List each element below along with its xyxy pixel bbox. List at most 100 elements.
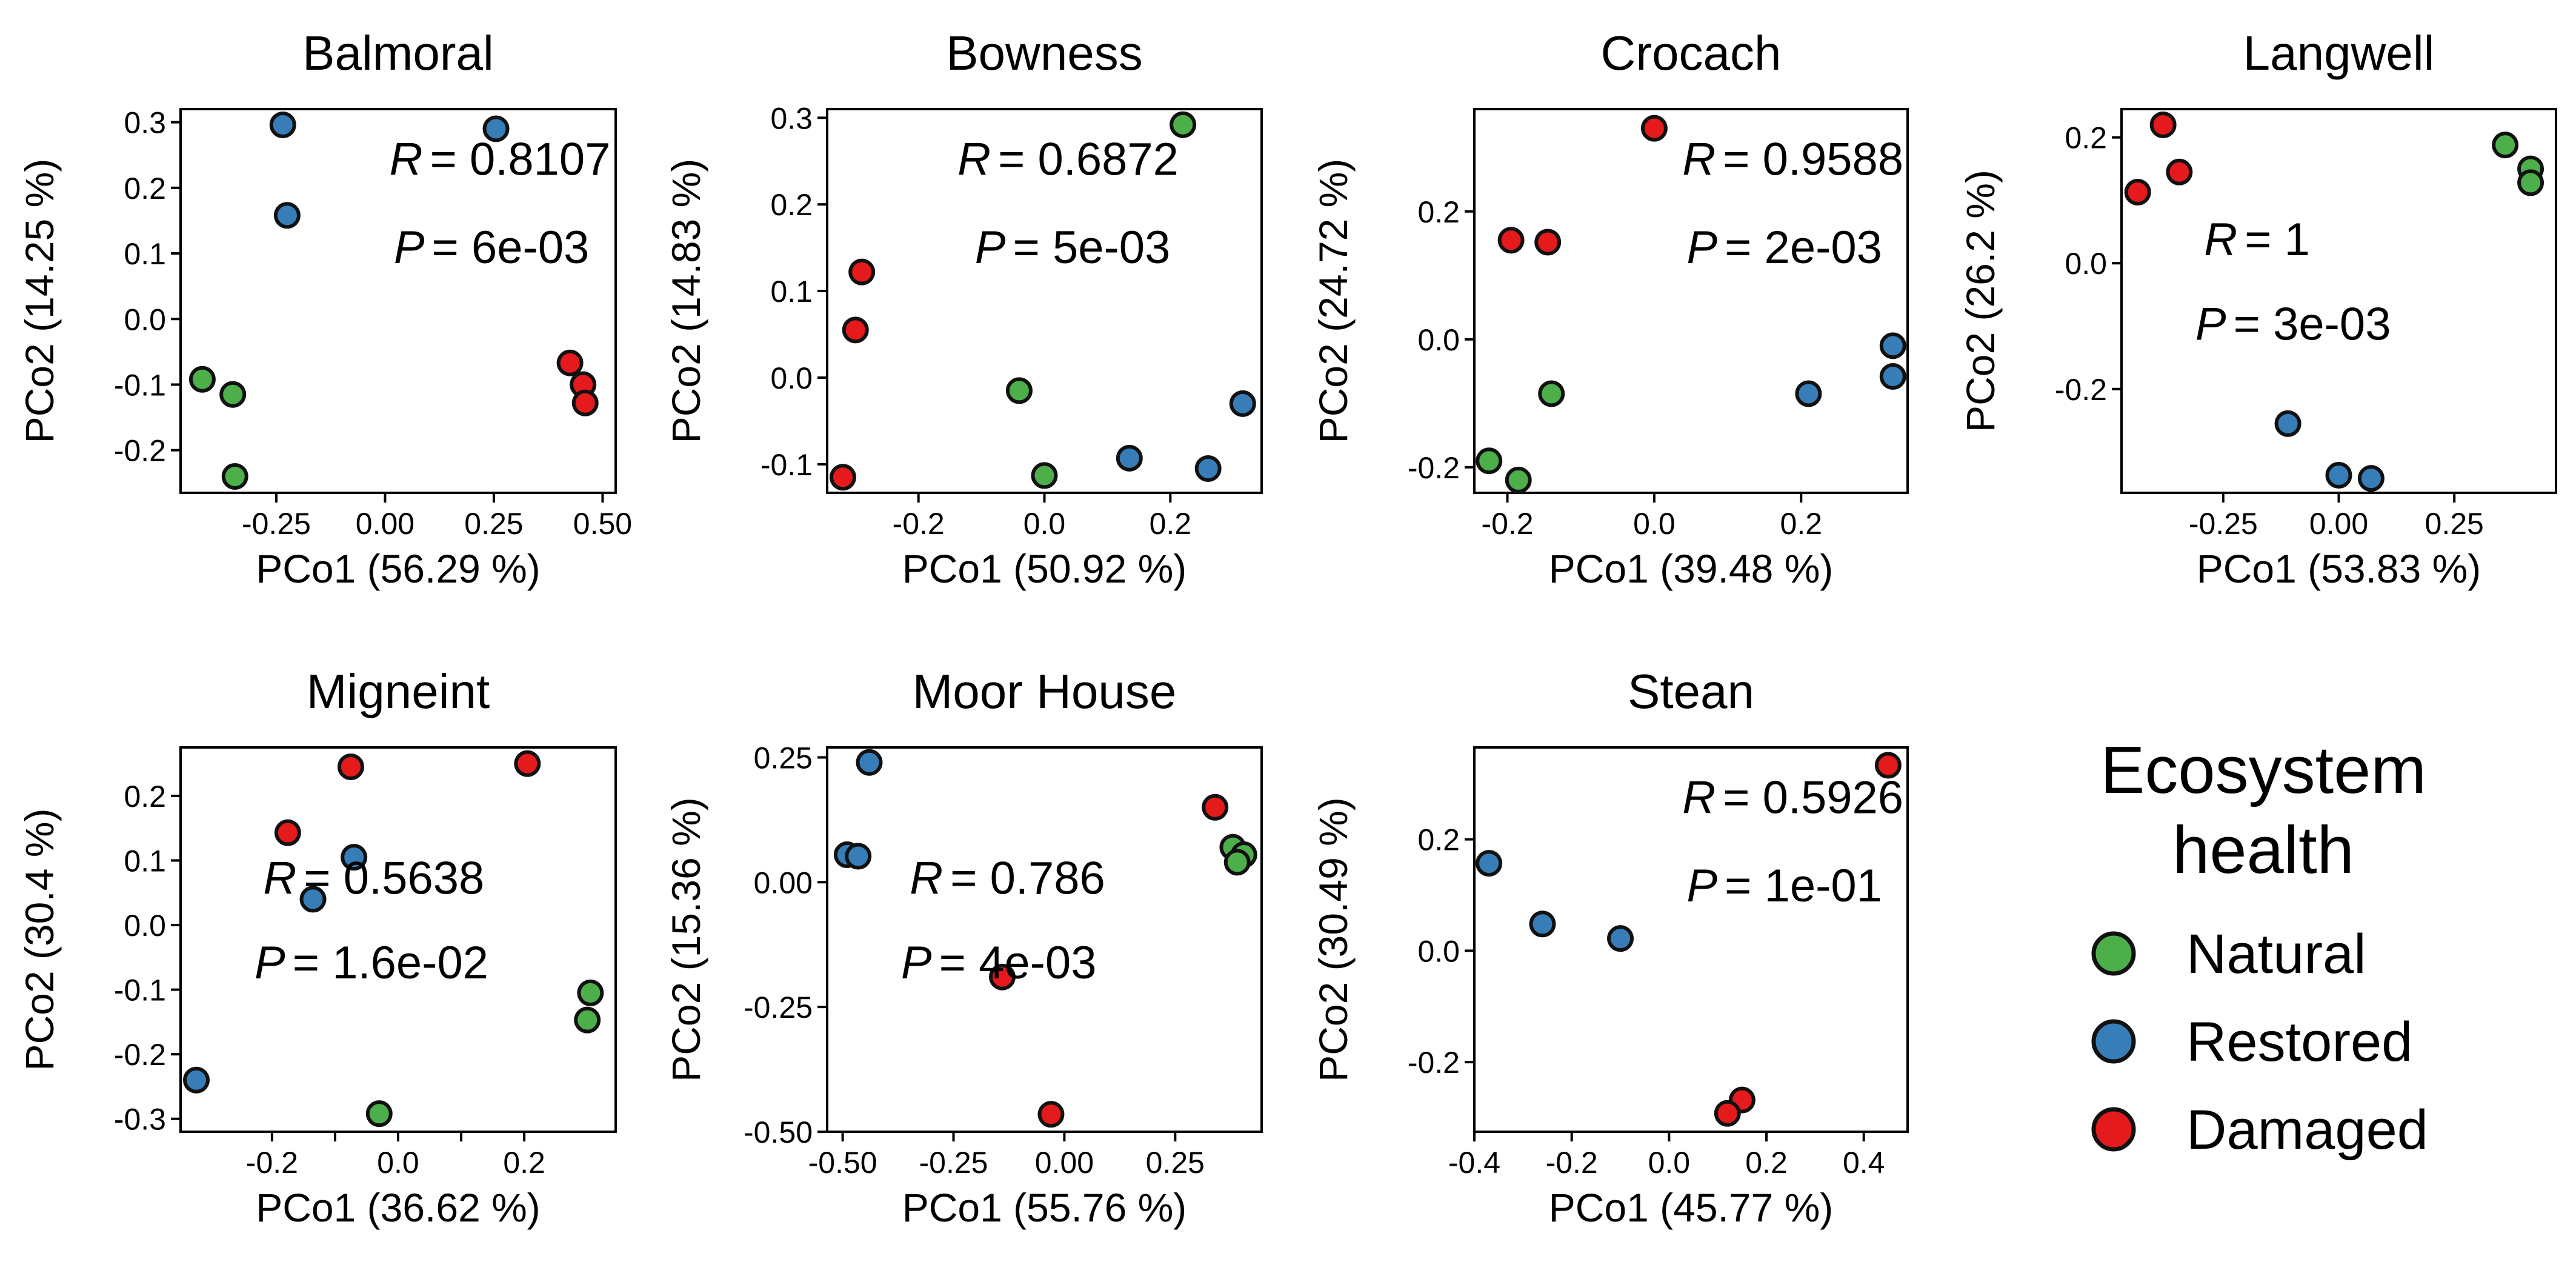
y-tick-label: 0.0 [124,909,166,943]
p-statistic: P = 4e-03 [901,937,1097,989]
plot-frame [826,746,1263,1133]
x-tick-label: -0.2 [1481,507,1533,541]
p-statistic: P = 2e-03 [1686,222,1882,273]
y-tick-label: -0.2 [1408,451,1460,485]
panel-langwell: Langwell -0.25 0.00 0.25 -0.2 0.0 0.2 PCo1 (53.… [1958,26,2557,591]
p-letter: P [975,222,1006,273]
point-restored [341,844,368,871]
x-axis-label: PCo1 (50.92 %) [902,546,1187,591]
point-restored [269,111,296,138]
x-tick-label: 0.2 [1150,507,1192,541]
point-restored [1795,380,1822,407]
x-tick-label: 0.0 [1633,507,1676,541]
y-tick-label: -0.2 [114,1038,166,1072]
point-damaged [337,753,364,780]
y-axis-label: PCo2 (30.4 %) [17,809,62,1071]
p-value: = 4e-03 [939,937,1097,989]
legend-label-natural: Natural [2186,923,2366,985]
point-natural [1476,447,1503,475]
y-tick-label: 0.2 [2065,121,2107,155]
x-axis-label: PCo1 (45.77 %) [1549,1185,1834,1230]
p-statistic: P = 3e-03 [2195,298,2391,350]
x-tick-label: -0.4 [1448,1146,1500,1180]
x-tick-label: 0.25 [1146,1146,1205,1180]
x-axis-label: PCo1 (56.29 %) [256,546,541,591]
p-letter: P [2195,298,2226,350]
y-axis-label: PCo2 (30.49 %) [1311,797,1356,1082]
panel-crocach: Crocach -0.2 0.0 0.2 -0.2 0.0 0.2 PCo1 (39.48 %… [1311,26,1909,591]
y-tick-label: 0.2 [124,780,166,814]
point-restored [845,843,872,870]
point-damaged [988,963,1016,991]
point-damaged [556,349,584,376]
legend-marker-damaged [2091,1107,2136,1152]
y-tick-label: 0.3 [770,101,813,135]
y-axis-label: PCo2 (26.2 %) [1958,170,2003,432]
y-tick-label: 0.0 [1417,934,1460,968]
point-damaged [842,316,869,344]
x-tick-label: 0.2 [1780,507,1823,541]
panel-bowness: Bowness -0.2 0.0 0.2 -0.1 0.0 0.1 0.2 0.3 PCo1 (5… [664,26,1263,591]
x-tick-label: -0.2 [1546,1146,1598,1180]
r-letter: R [390,133,423,185]
x-tick-label: 0.0 [1023,507,1066,541]
p-value: = 1.6e-02 [293,937,488,989]
panel-title: Bowness [946,26,1143,80]
point-damaged [571,389,599,416]
y-tick-label: -0.50 [744,1115,813,1149]
r-statistic: R = 0.8107 [390,133,611,185]
x-tick-label: 0.2 [503,1146,545,1180]
y-tick-label: 0.2 [1417,823,1460,857]
point-restored [1879,332,1906,359]
p-statistic: P = 5e-03 [975,222,1171,273]
point-restored [1194,455,1222,482]
panel-moor-house: Moor House -0.50 -0.25 0.00 0.25 -0.50 -0.25 0.… [664,664,1263,1230]
r-value: = 1 [2245,214,2310,266]
point-restored [1229,390,1256,417]
point-natural [2492,132,2519,159]
y-tick-label: 0.00 [754,866,813,900]
point-restored [482,115,510,142]
point-restored [1476,850,1503,877]
x-axis-label: PCo1 (39.48 %) [1549,546,1834,591]
point-damaged [1640,115,1668,142]
r-letter: R [957,133,991,185]
point-natural [1505,466,1532,493]
p-statistic: P = 1e-01 [1686,860,1882,912]
x-tick-label: 0.0 [1648,1146,1691,1180]
point-restored [2357,465,2385,492]
y-tick-label: 0.0 [124,302,166,336]
panel-stean: Stean -0.4 -0.2 0.0 0.2 0.4 -0.2 0.0 0.2 PCo1 (45… [1311,664,1909,1230]
point-damaged [2149,111,2177,138]
point-damaged [2166,158,2193,185]
y-axis-label: PCo2 (24.72 %) [1311,159,1356,444]
point-natural [577,979,604,1006]
r-statistic: R = 0.6872 [957,133,1179,185]
y-tick-label: 0.3 [124,106,166,140]
p-letter: P [1686,860,1717,912]
y-tick-label: 0.0 [770,361,813,395]
panel-title: Crocach [1601,26,1782,80]
y-tick-label: 0.1 [770,275,813,309]
y-tick-label: -0.2 [2055,373,2107,407]
x-tick-label: 0.50 [573,507,632,541]
point-damaged [2124,178,2151,205]
p-statistic: P = 6e-03 [394,222,590,273]
p-value: = 5e-03 [1013,222,1170,273]
point-natural [188,366,216,393]
point-natural [1170,111,1197,138]
panel-balmoral: Balmoral -0.25 0.00 0.25 0.50 -0.2 -0.1 0.0 0.1 0… [17,26,632,591]
p-letter: P [1686,222,1717,273]
p-value: = 1e-01 [1725,860,1882,912]
x-tick-label: 0.4 [1843,1146,1885,1180]
x-tick-label: -0.2 [246,1146,298,1180]
x-axis-label: PCo1 (36.62 %) [256,1185,541,1230]
y-tick-label: 0.2 [124,172,166,205]
p-value: = 2e-03 [1725,222,1882,273]
legend-label-restored: Restored [2186,1011,2412,1073]
point-damaged [829,464,856,491]
r-statistic: R = 0.5926 [1682,772,1903,823]
p-letter: P [394,222,425,273]
r-statistic: R = 0.5638 [263,853,484,904]
y-tick-label: -0.25 [744,991,813,1024]
